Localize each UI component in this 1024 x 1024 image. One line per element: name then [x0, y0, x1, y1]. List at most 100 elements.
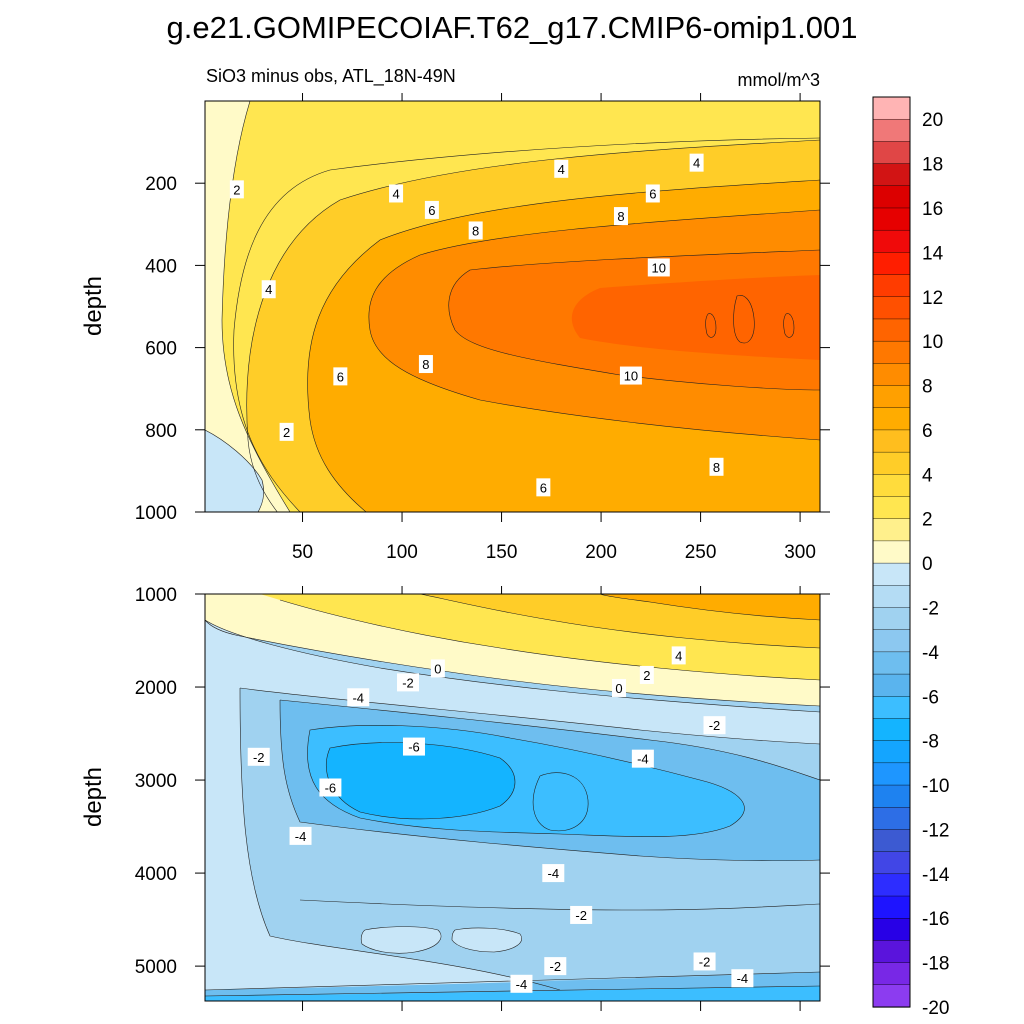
- contour-label: -4: [347, 688, 370, 707]
- contour-label-box: [709, 457, 724, 476]
- upper-y-tick-label: 400: [145, 256, 177, 277]
- contour-label: -2: [693, 952, 716, 971]
- contour-label: -2: [570, 905, 593, 924]
- contour-label-box: [631, 749, 654, 768]
- contour-line: [360, 926, 442, 954]
- contour-label-text: 10: [652, 260, 666, 275]
- contour-line: [279, 599, 820, 681]
- contour-label: 8: [613, 207, 628, 226]
- colorbar-swatch: [872, 829, 911, 853]
- contour-line: [307, 725, 745, 838]
- upper-x-tick-label: 200: [585, 542, 617, 563]
- contour-line: [705, 313, 717, 338]
- contour-label-box: [347, 688, 370, 707]
- colorbar-swatch: [872, 518, 911, 542]
- contour-label-box: [731, 969, 754, 988]
- contour-line: [368, 209, 820, 441]
- lower-y-tick-label: 3000: [135, 771, 177, 792]
- contour-label-text: 0: [615, 681, 622, 696]
- contour-label-text: -6: [325, 780, 337, 795]
- colorbar-swatch: [872, 229, 911, 253]
- contour-label-box: [279, 422, 294, 441]
- contour-label-box: [536, 478, 551, 497]
- contour-label-text: 4: [265, 282, 272, 297]
- colorbar-label: -14: [922, 865, 950, 886]
- upper-fill-band-2: [205, 101, 820, 512]
- colorbar-swatch: [872, 474, 911, 498]
- contour-label-box: [544, 957, 567, 976]
- colorbar-swatch: [872, 696, 911, 720]
- upper-x-tick-label: 300: [784, 542, 816, 563]
- upper-fill-band-0: [205, 101, 290, 512]
- contour-label-box: [424, 200, 439, 219]
- colorbar-swatch: [872, 962, 911, 986]
- lower-plot-frame: [204, 593, 821, 1002]
- upper-fill-negative: [205, 430, 264, 512]
- contour-label: 8: [418, 355, 433, 374]
- contour-label: -6: [319, 778, 342, 797]
- contour-label-box: [689, 153, 704, 172]
- contour-label-box: [229, 180, 244, 199]
- contour-label-text: -4: [548, 866, 560, 881]
- colorbar-label: -12: [922, 820, 949, 841]
- contour-label-text: 2: [283, 425, 290, 440]
- contour-label-text: -4: [637, 752, 649, 767]
- contour-label-text: -6: [408, 740, 420, 755]
- contour-label: -4: [731, 969, 754, 988]
- colorbar-swatch: [872, 673, 911, 697]
- upper-fill-band-14: [571, 275, 820, 360]
- contour-label-box: [389, 184, 404, 203]
- upper-x-tick-label: 50: [292, 542, 313, 563]
- contour-label-text: -2: [709, 718, 721, 733]
- contour-line: [233, 137, 820, 512]
- colorbar-swatch: [872, 784, 911, 808]
- colorbar-label: 0: [922, 554, 933, 575]
- colorbar-swatch: [872, 895, 911, 919]
- colorbar-swatch: [872, 141, 911, 165]
- upper-x-tick-label: 100: [386, 542, 418, 563]
- colorbar-label: 18: [922, 155, 943, 176]
- lower-y-axis: 1000 2000 3000 4000 5000: [135, 585, 830, 978]
- contour-label-box: [333, 367, 348, 386]
- contour-label: -2: [703, 716, 726, 735]
- contour-line: [783, 313, 795, 338]
- colorbar-swatch: [872, 318, 911, 342]
- upper-y-tick-label: 200: [145, 174, 177, 195]
- figure-title: g.e21.GOMIPECOIAF.T62_g17.CMIP6-omip1.00…: [167, 10, 858, 45]
- colorbar-swatch: [872, 252, 911, 276]
- colorbar-label: -18: [922, 954, 949, 975]
- contour-label-box: [468, 221, 483, 240]
- contour-label: -4: [631, 749, 654, 768]
- upper-fill-peak: [733, 295, 755, 343]
- contour-line: [221, 101, 291, 512]
- contour-line: [599, 594, 820, 621]
- colorbar-label: -2: [922, 598, 939, 619]
- contour-label: 6: [424, 200, 439, 219]
- contour-label-text: -2: [550, 959, 562, 974]
- contour-label-box: [703, 716, 726, 735]
- colorbar-swatch: [872, 118, 911, 142]
- contour-label-box: [645, 184, 660, 203]
- lower-x-axis: [302, 586, 801, 1011]
- contour-label-text: 2: [233, 182, 240, 197]
- upper-contour-lines: [205, 101, 820, 512]
- contour-label-text: 10: [624, 369, 638, 384]
- contour-label-text: 6: [428, 203, 435, 218]
- upper-x-tick-label: 250: [685, 542, 717, 563]
- contour-label-text: -2: [575, 908, 587, 923]
- contour-label-box: [418, 355, 433, 374]
- contour-label-text: 8: [713, 460, 720, 475]
- contour-label: -4: [510, 974, 533, 993]
- contour-label-box: [319, 778, 342, 797]
- contour-label-text: 6: [649, 186, 656, 201]
- upper-y-tick-label: 800: [145, 421, 177, 442]
- colorbar-swatch: [872, 429, 911, 453]
- contour-label: 4: [554, 159, 569, 178]
- colorbar-label: -20: [922, 998, 949, 1019]
- lower-y-tick-label: 2000: [135, 678, 177, 699]
- contour-label-text: 6: [337, 369, 344, 384]
- colorbar-swatch: [872, 807, 911, 831]
- colorbar-swatch: [872, 585, 911, 609]
- colorbar-swatch: [872, 851, 911, 875]
- subtitle-variable: SiO3 minus obs, ATL_18N-49N: [206, 66, 456, 87]
